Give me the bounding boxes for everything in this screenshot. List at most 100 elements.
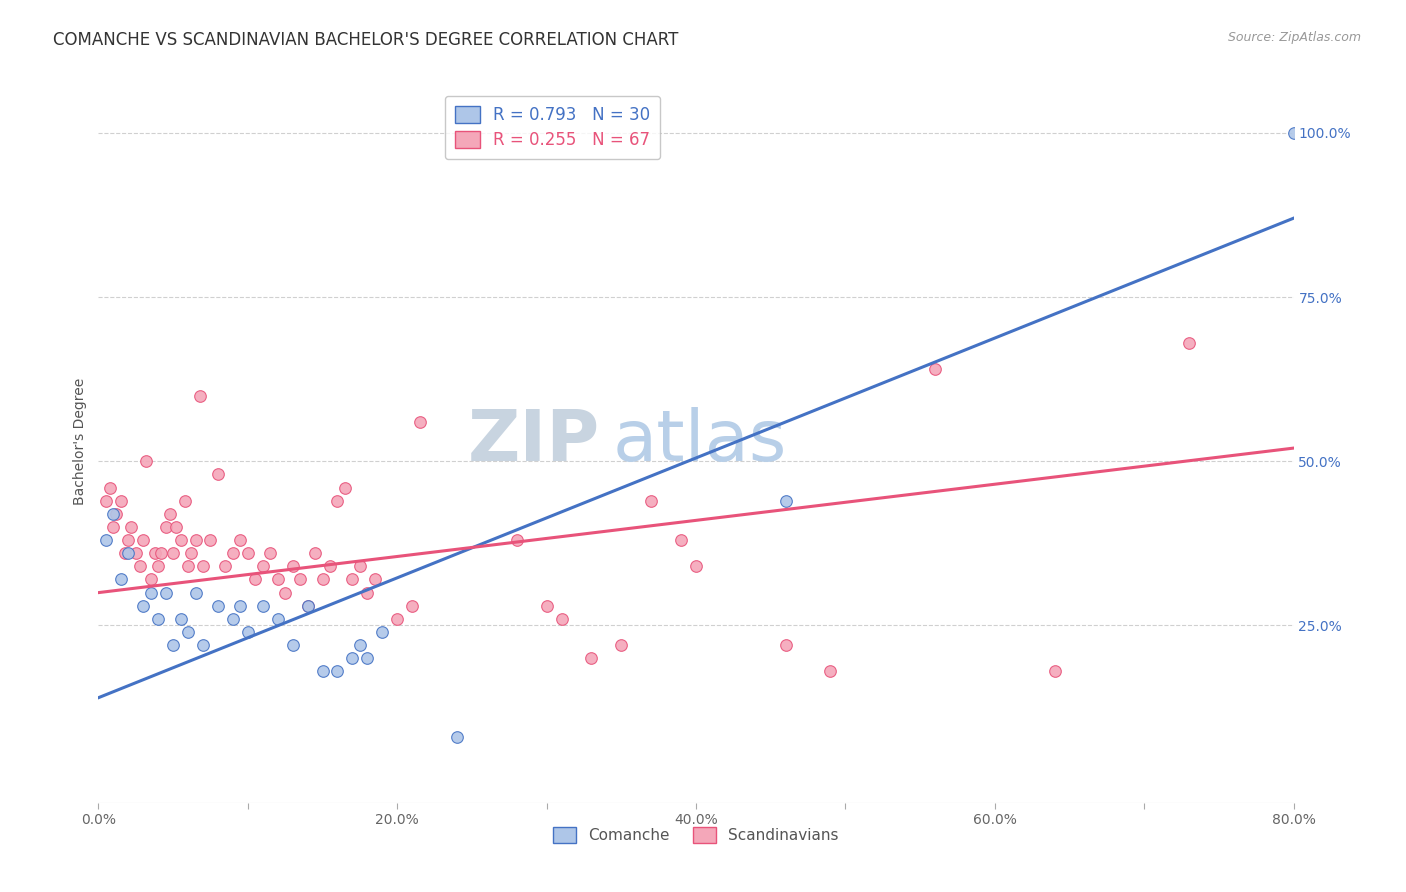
Point <box>550 612 572 626</box>
Point <box>319 559 342 574</box>
Point <box>245 573 267 587</box>
Point <box>188 388 211 402</box>
Point <box>129 559 152 574</box>
Point <box>326 493 349 508</box>
Point <box>155 520 177 534</box>
Point <box>162 638 184 652</box>
Point <box>148 559 170 574</box>
Point <box>610 638 633 652</box>
Point <box>342 573 364 587</box>
Point <box>775 638 797 652</box>
Point <box>1178 336 1201 351</box>
Point <box>333 481 356 495</box>
Point <box>252 599 274 613</box>
Point <box>103 507 125 521</box>
Point <box>110 573 132 587</box>
Legend: Comanche, Scandinavians: Comanche, Scandinavians <box>547 822 845 849</box>
Point <box>356 651 378 665</box>
Point <box>281 638 304 652</box>
Point <box>685 559 707 574</box>
Point <box>94 493 117 508</box>
Point <box>150 546 173 560</box>
Point <box>1343 717 1365 731</box>
Point <box>536 599 558 613</box>
Point <box>229 533 252 547</box>
Point <box>581 651 603 665</box>
Point <box>297 599 319 613</box>
Point <box>184 585 207 599</box>
Point <box>110 493 132 508</box>
Text: atlas: atlas <box>613 407 787 476</box>
Point <box>155 585 177 599</box>
Point <box>94 533 117 547</box>
Point <box>252 559 274 574</box>
Point <box>165 520 187 534</box>
Point <box>177 559 200 574</box>
Point <box>159 507 181 521</box>
Point <box>1043 665 1066 679</box>
Point <box>408 415 430 429</box>
Point <box>98 481 122 495</box>
Point <box>103 520 125 534</box>
Point <box>114 546 136 560</box>
Point <box>356 585 378 599</box>
Point <box>169 533 191 547</box>
Point <box>326 665 349 679</box>
Point <box>669 533 692 547</box>
Point <box>117 533 139 547</box>
Point <box>125 546 148 560</box>
Point <box>191 559 214 574</box>
Point <box>371 625 394 640</box>
Point <box>169 612 191 626</box>
Point <box>207 467 229 482</box>
Point <box>281 559 304 574</box>
Point <box>236 625 259 640</box>
Point <box>311 573 333 587</box>
Point <box>924 362 946 376</box>
Point <box>162 546 184 560</box>
Point <box>135 454 157 468</box>
Point <box>267 573 290 587</box>
Point <box>342 651 364 665</box>
Point <box>304 546 326 560</box>
Point <box>267 612 290 626</box>
Point <box>349 638 371 652</box>
Point <box>143 546 166 560</box>
Point <box>177 625 200 640</box>
Point <box>775 493 797 508</box>
Point <box>401 599 423 613</box>
Point <box>117 546 139 560</box>
Point <box>385 612 409 626</box>
Text: Source: ZipAtlas.com: Source: ZipAtlas.com <box>1227 31 1361 45</box>
Point <box>236 546 259 560</box>
Point <box>288 573 311 587</box>
Text: ZIP: ZIP <box>468 407 600 476</box>
Point <box>120 520 142 534</box>
Point <box>349 559 371 574</box>
Text: COMANCHE VS SCANDINAVIAN BACHELOR'S DEGREE CORRELATION CHART: COMANCHE VS SCANDINAVIAN BACHELOR'S DEGR… <box>53 31 679 49</box>
Point <box>364 573 387 587</box>
Point <box>506 533 529 547</box>
Point <box>229 599 252 613</box>
Point <box>105 507 128 521</box>
Point <box>214 559 236 574</box>
Point <box>180 546 202 560</box>
Point <box>640 493 662 508</box>
Point <box>174 493 197 508</box>
Y-axis label: Bachelor's Degree: Bachelor's Degree <box>73 378 87 505</box>
Point <box>207 599 229 613</box>
Point <box>274 585 297 599</box>
Point <box>139 573 162 587</box>
Point <box>132 533 155 547</box>
Point <box>446 730 468 744</box>
Point <box>222 612 245 626</box>
Point <box>148 612 170 626</box>
Point <box>222 546 245 560</box>
Point <box>191 638 214 652</box>
Point <box>200 533 222 547</box>
Point <box>820 665 842 679</box>
Point <box>132 599 155 613</box>
Point <box>139 585 162 599</box>
Point <box>184 533 207 547</box>
Point <box>1282 126 1305 140</box>
